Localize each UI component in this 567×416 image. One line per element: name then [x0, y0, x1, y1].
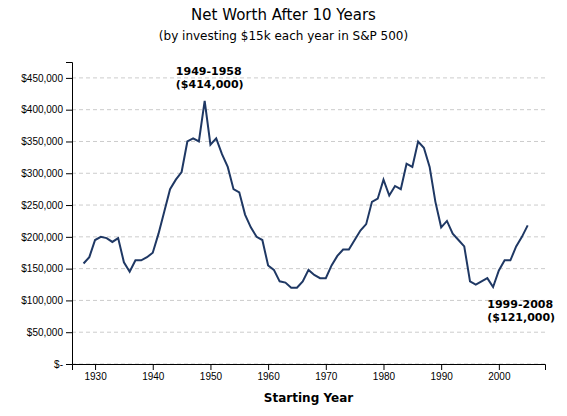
- tick: $350,000: [21, 136, 72, 147]
- annotation: 1999-2008($121,000): [487, 298, 555, 324]
- tick: 2000: [488, 364, 511, 382]
- subtitle: (by investing $15k each year in S&P 500): [159, 29, 408, 43]
- annotation-line: ($414,000): [176, 78, 244, 91]
- plot: $- $50,000 $100,000 $150,000 $200,000 $250,00…: [21, 63, 555, 383]
- tick: 1960: [257, 364, 280, 382]
- tick: 1950: [200, 364, 223, 382]
- tick-label: 1970: [315, 371, 338, 382]
- tick-mark: [66, 300, 72, 301]
- axis-line: [73, 365, 546, 371]
- chart: Net Worth After 10 Years (by investing $1…: [0, 0, 567, 416]
- grid-line: [72, 300, 545, 301]
- tick-label: $100,000: [21, 295, 63, 306]
- tick-label: $450,000: [21, 73, 63, 84]
- y-axis: $- $50,000 $100,000 $150,000 $200,000 $250,00…: [21, 63, 72, 370]
- tick-mark: [66, 78, 72, 79]
- tick: 1990: [431, 364, 454, 382]
- tick-label: 1930: [84, 371, 107, 382]
- tick-mark: [326, 364, 327, 370]
- tick-mark: [210, 364, 211, 370]
- annotations: 1949-1958($414,000) 1999-2008($121,000): [176, 65, 555, 325]
- tick: $150,000: [21, 263, 72, 274]
- tick: 1930: [84, 364, 107, 382]
- tick-mark: [383, 364, 384, 370]
- grid-line: [72, 173, 545, 174]
- tick-mark: [66, 364, 72, 365]
- tick-mark: [66, 141, 72, 142]
- tick: $300,000: [21, 168, 72, 179]
- grid: [72, 78, 545, 364]
- grid-line: [72, 109, 545, 110]
- tick-label: $350,000: [21, 136, 63, 147]
- tick-mark: [66, 332, 72, 333]
- tick-mark: [499, 364, 500, 370]
- tick-mark: [95, 364, 96, 370]
- grid-line: [72, 141, 545, 142]
- tick: 1940: [142, 364, 165, 382]
- tick-mark: [268, 364, 269, 370]
- marks: [84, 101, 528, 288]
- tick-label: 1960: [257, 371, 280, 382]
- tick-label: $200,000: [21, 232, 63, 243]
- tick-label: $-: [54, 359, 63, 370]
- tick: 1970: [315, 364, 338, 382]
- tick-mark: [66, 173, 72, 174]
- tick-label: $250,000: [21, 200, 63, 211]
- annotation-line: 1949-1958: [176, 65, 242, 78]
- tick-label: $50,000: [27, 327, 64, 338]
- tick-mark: [66, 237, 72, 238]
- tick-label: 1940: [142, 371, 165, 382]
- annotation-line: 1999-2008: [487, 298, 553, 311]
- annotation: 1949-1958($414,000): [176, 65, 244, 91]
- tick-label: 1950: [200, 371, 223, 382]
- x-axis: 1930 1940 1950 1960 1970 1980 1990 2000: [73, 364, 546, 382]
- title: Net Worth After 10 Years: [191, 6, 376, 24]
- tick: $-: [54, 359, 72, 370]
- tick: $400,000: [21, 104, 72, 115]
- tick-label: 2000: [488, 371, 511, 382]
- tick-mark: [66, 110, 72, 111]
- grid-line: [72, 205, 545, 206]
- annotation-line: ($121,000): [487, 311, 555, 324]
- tick-label: $400,000: [21, 104, 63, 115]
- tick-label: 1990: [431, 371, 454, 382]
- tick-mark: [66, 269, 72, 270]
- tick-mark: [153, 364, 154, 370]
- tick: $200,000: [21, 232, 72, 243]
- tick-label: $150,000: [21, 263, 63, 274]
- tick-mark: [66, 205, 72, 206]
- x-axis-title: Starting Year: [264, 391, 353, 405]
- grid-line: [72, 332, 545, 333]
- axis-line: [66, 63, 73, 365]
- tick: $50,000: [27, 327, 72, 338]
- tick-mark: [441, 364, 442, 370]
- line: [84, 101, 528, 288]
- grid-line: [72, 77, 545, 78]
- tick: $450,000: [21, 73, 72, 84]
- tick-label: 1980: [373, 371, 396, 382]
- tick: 1980: [373, 364, 396, 382]
- tick-label: $300,000: [21, 168, 63, 179]
- grid-line: [72, 236, 545, 237]
- tick: $100,000: [21, 295, 72, 306]
- tick: $250,000: [21, 200, 72, 211]
